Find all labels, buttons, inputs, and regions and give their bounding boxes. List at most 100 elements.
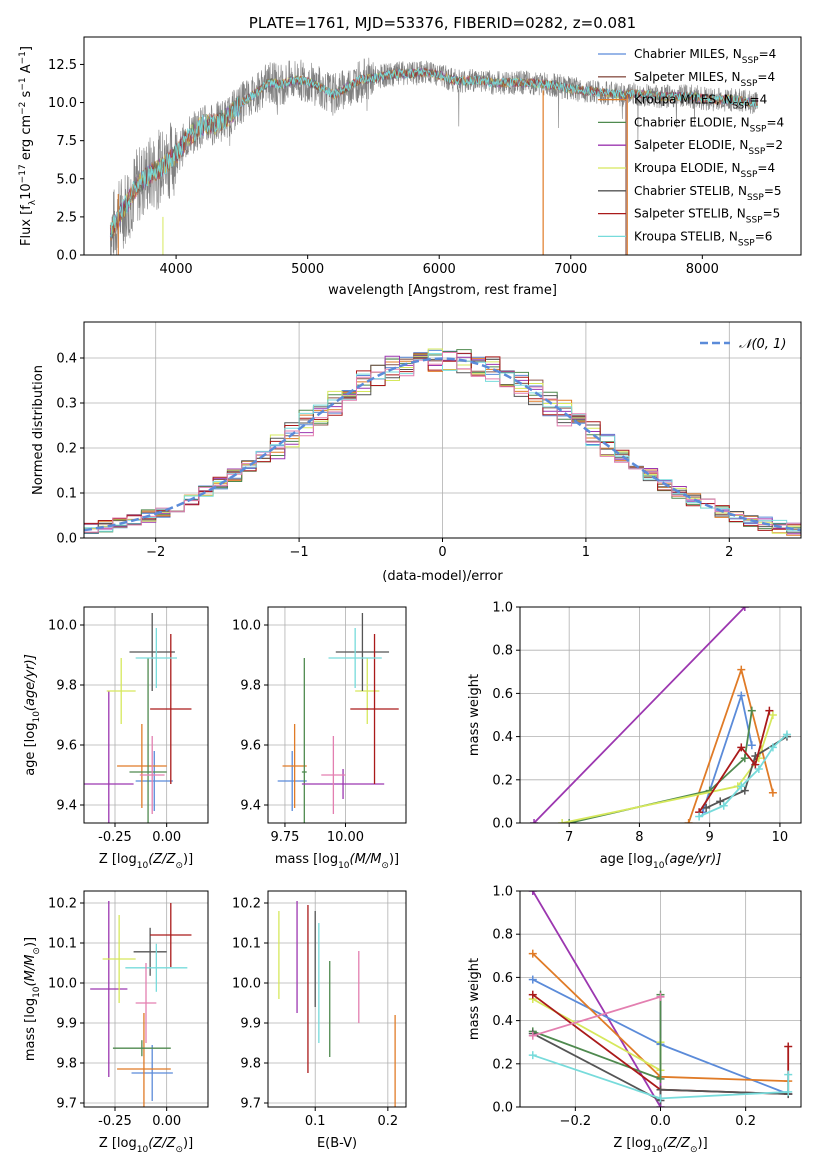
y-tick-label: 9.8 [240, 1057, 261, 1072]
label-part: (Z/Z [148, 852, 176, 867]
y-tick-label: 9.6 [56, 739, 77, 754]
x-tick-label: 8000 [686, 262, 719, 277]
label-part: 10 [338, 861, 350, 871]
legend-label: Chabrier MILES, NSSP=4 [634, 47, 776, 66]
x-tick-label: 0.2 [377, 1114, 398, 1129]
label-part: )] [389, 852, 399, 867]
label-part: Salpeter MILES, N [634, 70, 741, 84]
label-part: Chabrier ELODIE, N [634, 115, 750, 129]
label-part: age [log [600, 852, 653, 867]
label-part: (Z/Z [148, 1136, 176, 1151]
x-tick-label: 2 [725, 545, 733, 560]
x-tick-label: −2 [146, 545, 165, 560]
x-tick-label: 8 [635, 830, 643, 845]
y-tick-label: 0.2 [56, 442, 77, 457]
x-tick-label: 0 [438, 545, 446, 560]
label-part: age [log [23, 723, 38, 776]
label-part: (M/M [23, 955, 38, 987]
model-spectrum-line [109, 67, 758, 234]
x-axis-label: age [log10(age/yr)] [600, 852, 722, 871]
x-axis-label: (data-model)/error [382, 569, 503, 584]
y-tick-label: 0.8 [492, 928, 513, 943]
axes-frame [83, 321, 802, 539]
label-part: =5 [764, 184, 782, 198]
series-line [698, 733, 788, 818]
spectrum-lines [109, 57, 758, 255]
label-part: −17 [18, 164, 28, 183]
y-tick-label: 10.0 [48, 977, 77, 992]
label-part: SSP [742, 56, 759, 66]
legend-label: Chabrier STELIB, NSSP=5 [634, 184, 782, 203]
label-part: −1 [18, 77, 28, 90]
weight-vs-Z-panel: −0.2 0.0 0.2 0.0 0.2 0.4 0.6 0.8 1.0 Z [log10(Z/Z… [467, 885, 802, 1155]
y-tick-label: 0.2 [492, 1057, 513, 1072]
label-part: Kroupa ELODIE, N [634, 161, 741, 175]
y-tick-label: 0.4 [492, 1014, 513, 1029]
y-tick-label: 0.6 [492, 687, 513, 702]
label-part: =4 [757, 70, 775, 84]
legend-label: Salpeter STELIB, NSSP=5 [634, 207, 780, 226]
series-line [533, 607, 746, 823]
age-vs-Z-panel: -0.25 0.009.49.69.810.0Z [log10(Z/Z⊙)]age… [23, 606, 209, 871]
label-part: (age/yr)] [23, 654, 38, 711]
label-part: mass [log [275, 852, 338, 867]
y-tick-label: 2.5 [56, 210, 77, 225]
x-tick-label: 9.75 [270, 830, 299, 845]
x-tick-label: −1 [290, 545, 309, 560]
residual-panel: −2 −1 0 1 2 0.0 0.1 0.2 0.3 0.4 𝒩(0, 1) (data-model… [31, 321, 802, 584]
y-tick-label: 9.4 [240, 799, 261, 814]
y-tick-label: 5.0 [56, 172, 77, 187]
y-tick-label: 10.0 [48, 619, 77, 634]
legend-label: Salpeter MILES, NSSP=4 [634, 70, 775, 89]
label-part: ] [19, 46, 34, 51]
label-part: ⊙ [690, 1145, 698, 1155]
label-part: Z [log [613, 1136, 651, 1151]
legend-label: Kroupa ELODIE, NSSP=4 [634, 161, 775, 180]
errorbars [278, 901, 396, 1107]
series-line [532, 995, 661, 1037]
weight-lines [528, 891, 793, 1107]
y-tick-label: 10.0 [232, 977, 261, 992]
label-part: (Z/Z [663, 1136, 691, 1151]
x-tick-label: 0.1 [305, 1114, 326, 1129]
y-tick-label: 9.6 [240, 739, 261, 754]
model-spectrum-line [109, 67, 758, 238]
label-part: SSP [747, 193, 764, 203]
legend-label: 𝒩(0, 1) [739, 337, 786, 352]
label-part: ⊙ [175, 1145, 183, 1155]
axes-frame [83, 606, 209, 824]
label-part: SSP [750, 124, 767, 134]
label-part: (age/yr)] [664, 852, 721, 867]
legend-label: Kroupa MILES, NSSP=4 [634, 93, 767, 112]
label-part: SSP [748, 147, 765, 157]
label-part: 10 [653, 861, 665, 871]
label-part: Chabrier STELIB, N [634, 184, 747, 198]
series-line [698, 710, 771, 813]
label-part: Kroupa STELIB, N [634, 229, 738, 243]
y-tick-label: 10.1 [232, 937, 261, 952]
y-tick-label: 9.4 [56, 799, 77, 814]
x-axis-label: wavelength [Angstrom, rest frame] [328, 283, 557, 298]
x-tick-label: 0.0 [650, 1114, 671, 1129]
x-tick-label: 0.00 [152, 830, 181, 845]
y-tick-label: 0.4 [56, 352, 77, 367]
axes-frame [519, 606, 802, 824]
y-tick-label: 9.8 [56, 679, 77, 694]
label-part: (M/M [350, 852, 382, 867]
label-part: 10 [32, 986, 42, 998]
errorbars [84, 613, 192, 823]
x-axis-label: Z [log10(Z/Z⊙)] [99, 1136, 193, 1155]
label-part: A [19, 64, 34, 77]
x-axis-label: Z [log10(Z/Z⊙)] [613, 1136, 707, 1155]
y-axis-label: mass weight [467, 674, 482, 756]
y-tick-label: 9.8 [56, 1057, 77, 1072]
series-line [561, 714, 774, 823]
x-tick-label: 9 [706, 830, 714, 845]
legend-label: Salpeter ELODIE, NSSP=2 [634, 138, 783, 157]
errorbars [90, 901, 192, 1107]
x-tick-label: 5000 [291, 262, 324, 277]
label-part: 10 [651, 1145, 663, 1155]
label-part: −2 [18, 102, 28, 115]
